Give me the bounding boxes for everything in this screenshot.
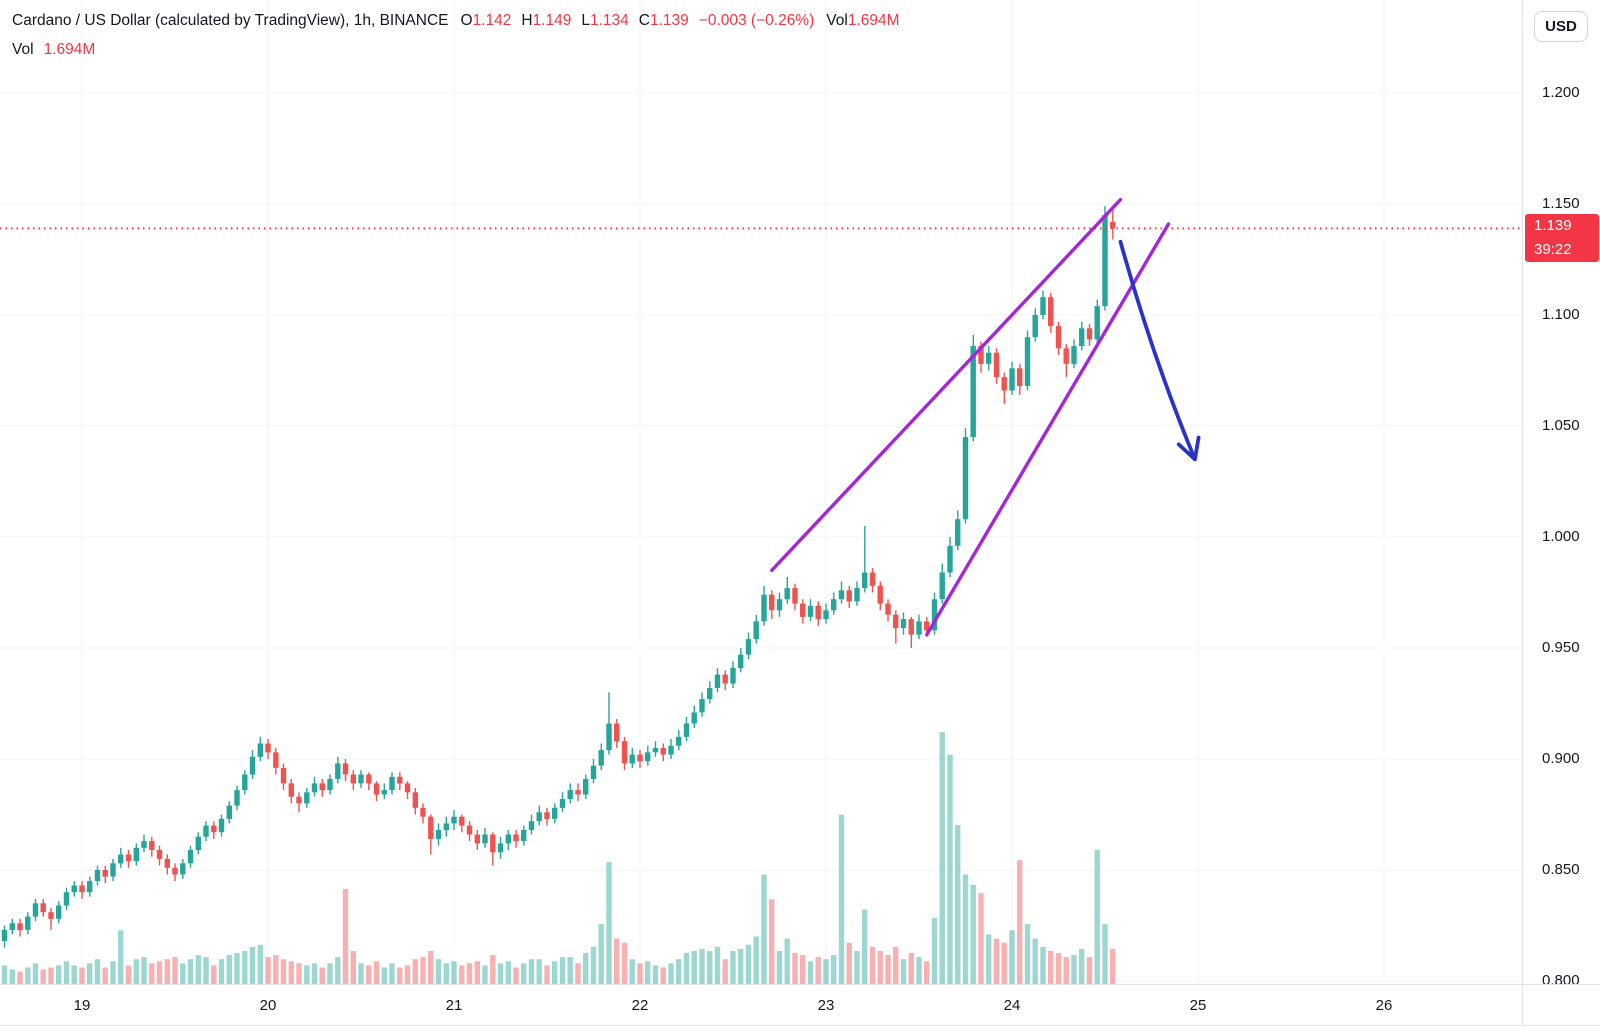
time-tick-label: 23 [817,997,835,1014]
candles [1,206,1116,948]
volume-value: 1.694M [847,12,900,29]
time-tick-label: 20 [259,997,277,1014]
currency-toggle-button[interactable]: USD [1534,11,1588,42]
ohlc-open-value: 1.142 [472,12,512,29]
price-tick-label: 1.100 [1542,306,1580,323]
volume-label: Vol [826,12,848,29]
ohlc-low-value: 1.134 [589,12,629,29]
symbol-title[interactable]: Cardano / US Dollar (calculated by Tradi… [12,12,449,29]
bar-countdown: 39:22 [1534,241,1572,259]
price-tick-label: 1.150 [1542,195,1580,212]
time-tick-label: 19 [73,997,91,1014]
volume-indicator-label[interactable]: Vol [12,41,34,58]
price-change: −0.003 (−0.26%) [698,12,815,29]
gridlines [0,0,1522,984]
axis-corner [1522,984,1600,1026]
chart-legend: Cardano / US Dollar (calculated by Tradi… [12,10,900,61]
time-tick-label: 22 [631,997,649,1014]
volume-bars [1,732,1116,984]
price-tick-label: 0.800 [1542,972,1580,984]
price-tick-label: 0.950 [1542,639,1580,656]
time-axis[interactable]: 19 20 21 22 23 24 25 26 [0,984,1522,1026]
time-tick-label: 26 [1375,997,1393,1014]
ohlc-low-label: L [581,12,590,29]
ohlc-close-value: 1.139 [649,12,689,29]
price-tick-label: 1.050 [1542,417,1580,434]
time-tick-label: 25 [1189,997,1207,1014]
price-axis[interactable]: 1.139 39:22 1.200 1.150 1.100 1.050 1.000 0.9… [1522,0,1600,984]
volume-indicator-row: Vol 1.694M [12,39,900,61]
breakdown-projection[interactable] [1118,239,1201,462]
price-tick-label: 1.000 [1542,528,1580,545]
price-tick-label: 0.850 [1542,861,1580,878]
price-tick-label: 0.900 [1542,750,1580,767]
ohlc-open-label: O [460,12,473,29]
ohlc-high-value: 1.149 [532,12,572,29]
rising-wedge-lower[interactable] [925,222,1171,637]
rising-wedge-upper[interactable] [770,197,1123,572]
candlestick-chart [0,0,1522,984]
ohlc-high-label: H [521,12,533,29]
chart-plot-area[interactable] [0,0,1522,984]
time-tick-label: 24 [1003,997,1021,1014]
last-price-badge: 1.139 39:22 [1525,214,1599,263]
time-tick-label: 21 [445,997,463,1014]
symbol-info-row: Cardano / US Dollar (calculated by Tradi… [12,10,900,32]
last-price-value: 1.139 [1534,217,1572,235]
ohlc-close-label: C [638,12,650,29]
volume-indicator-value: 1.694M [43,41,96,58]
price-tick-label: 1.200 [1542,84,1580,101]
